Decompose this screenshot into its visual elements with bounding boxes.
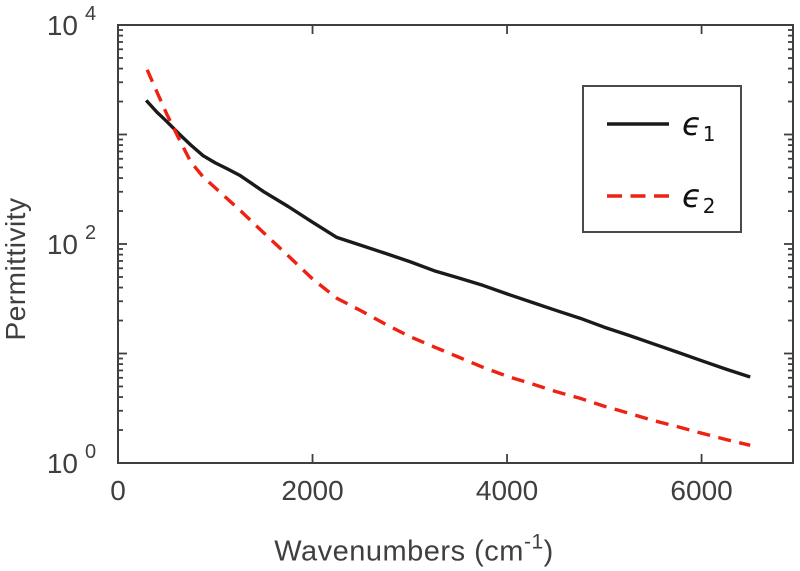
y-tick-label-base: 10 xyxy=(47,10,78,41)
legend-line-dashed xyxy=(607,194,669,198)
y-tick-label-exponent: 0 xyxy=(85,441,96,463)
epsilon-glyph: ϵ xyxy=(682,177,702,215)
y-tick-label-base: 10 xyxy=(47,448,78,479)
epsilon-subscript: 1 xyxy=(702,122,716,146)
legend-box: ϵ1 ϵ2 xyxy=(582,85,742,233)
epsilon1-curve xyxy=(144,99,751,379)
x-axis-label: Wavenumbers (cm-1) xyxy=(274,531,554,569)
plot-border xyxy=(117,24,794,464)
x-axis-label-superscript: -1 xyxy=(523,530,544,554)
epsilon2-curve xyxy=(145,69,751,447)
legend-line-solid xyxy=(607,122,669,126)
x-axis-label-text: Wavenumbers (cm xyxy=(274,535,524,568)
x-axis-label-close-paren: ) xyxy=(543,535,554,568)
y-tick-label-base: 10 xyxy=(47,229,78,260)
x-tick-label: 0 xyxy=(110,475,126,506)
epsilon-subscript: 2 xyxy=(702,194,716,218)
legend-label-epsilon2: ϵ2 xyxy=(682,177,715,216)
epsilon-glyph: ϵ xyxy=(682,105,702,143)
x-tick-label: 4000 xyxy=(476,475,538,506)
y-tick-label-exponent: 4 xyxy=(85,3,96,25)
x-tick-label: 6000 xyxy=(670,475,732,506)
y-tick-label-exponent: 2 xyxy=(85,222,96,244)
legend-entry-epsilon2: ϵ2 xyxy=(606,168,740,224)
x-tick-label: 2000 xyxy=(281,475,343,506)
y-axis-label: Permittivity xyxy=(0,197,31,341)
legend-label-epsilon1: ϵ1 xyxy=(682,105,715,144)
legend-entry-epsilon1: ϵ1 xyxy=(606,96,740,152)
